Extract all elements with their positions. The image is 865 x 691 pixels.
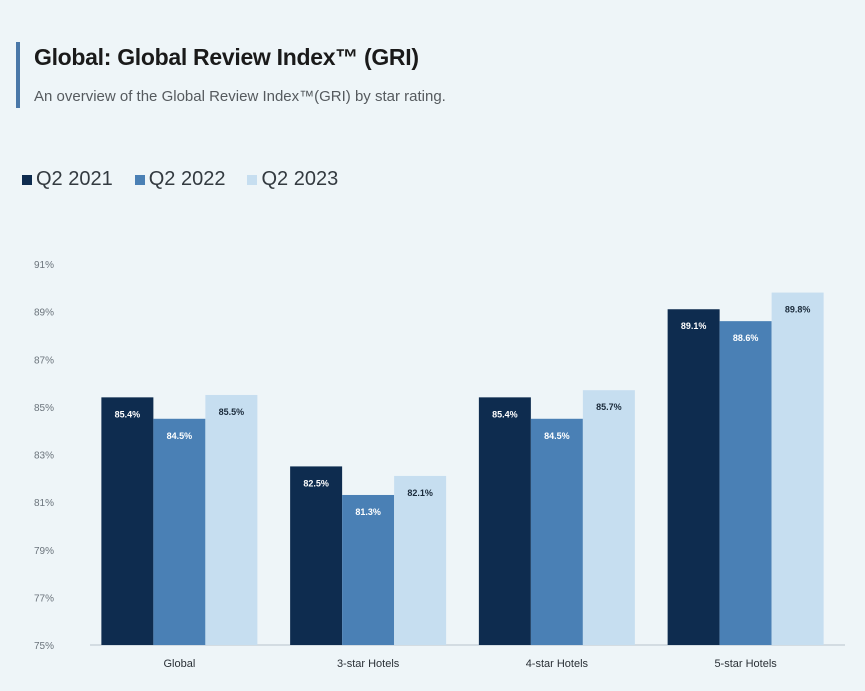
bar-data-label: 85.5% [219,407,245,417]
bar-data-label: 88.6% [733,333,759,343]
bar-data-label: 89.1% [681,321,707,331]
x-tick-label: Global [163,658,195,670]
y-tick-label: 83% [34,451,54,462]
bar [153,418,206,645]
bar [342,494,395,645]
bar [101,397,154,645]
chart-subtitle: An overview of the Global Review Index™(… [34,88,446,105]
x-tick-label: 4-star Hotels [526,658,589,670]
bar-data-label: 84.5% [544,431,570,441]
legend-label: Q2 2021 [36,168,113,190]
y-tick-label: 75% [34,641,54,652]
y-tick-label: 77% [34,593,54,604]
x-tick-label: 5-star Hotels [714,658,777,670]
bar [478,397,531,645]
bar [394,475,447,645]
y-tick-label: 79% [34,546,54,557]
legend-label: Q2 2023 [261,168,339,190]
legend-item-q2-2022: Q2 2022 [134,168,226,191]
bar-data-label: 84.5% [167,431,193,441]
bar [771,292,824,645]
legend-swatch [134,174,145,185]
x-tick-label: 3-star Hotels [337,658,400,670]
bar-data-label: 82.5% [303,478,329,488]
bar-data-label: 89.8% [785,305,811,315]
bar [582,390,635,645]
y-tick-label: 85% [34,403,54,414]
legend-label: Q2 2022 [148,168,226,190]
bar [667,309,720,645]
bar [290,466,343,645]
legend-item-q2-2021: Q2 2021 [22,168,113,191]
y-tick-label: 87% [34,355,54,366]
bar-data-label: 85.7% [596,402,622,412]
bar-data-label: 85.4% [492,409,518,419]
bar-data-label: 82.1% [407,488,433,498]
y-tick-label: 89% [34,308,54,319]
legend-swatch [247,174,258,185]
bar [205,394,258,645]
y-tick-label: 81% [34,498,54,509]
legend: Q2 2021 Q2 2022 Q2 2023 [22,168,338,191]
legend-swatch [22,174,32,185]
bar-data-label: 81.3% [355,507,381,517]
legend-item-q2-2023: Q2 2023 [247,168,338,191]
chart-title: Global: Global Review Index™ (GRI) [34,44,419,70]
bar-data-label: 85.4% [115,409,141,419]
y-tick-label: 91% [34,260,54,271]
title-accent-bar [16,42,20,108]
bar [719,321,772,645]
bar [530,418,583,645]
